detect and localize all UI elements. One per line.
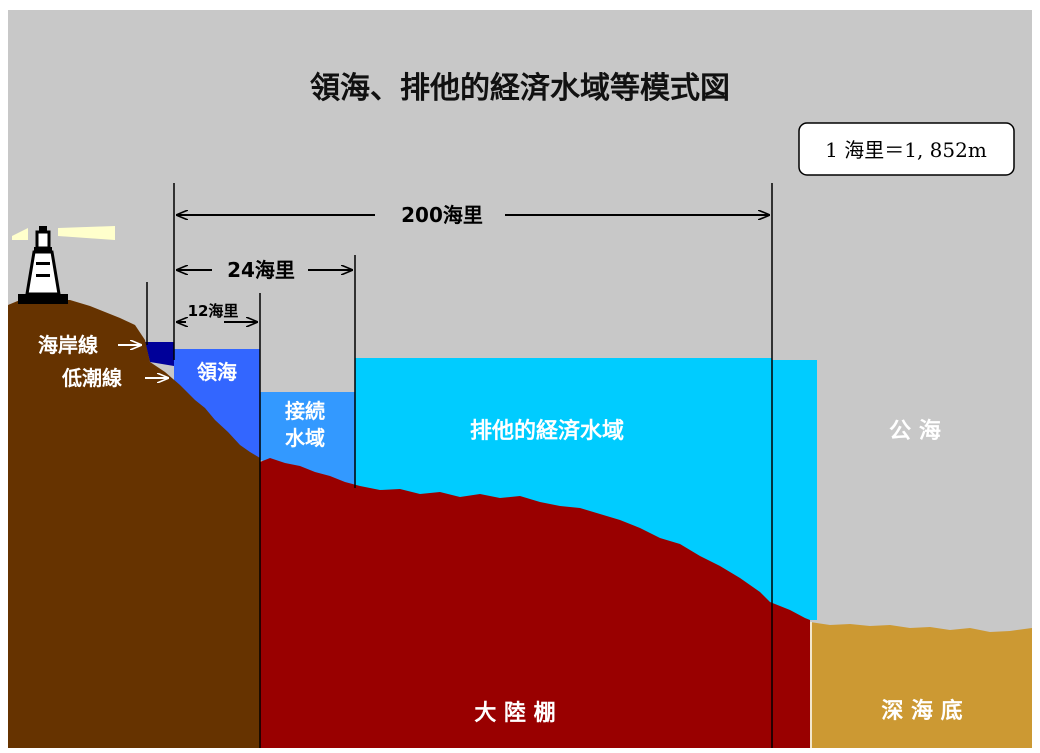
territorial-sea-water xyxy=(174,349,260,460)
coast-water xyxy=(145,342,174,366)
continental-shelf-label: 大 陸 棚 xyxy=(474,700,555,726)
low-tide-line-label: 低潮線 xyxy=(61,366,122,390)
unit-note-text: 1 海里＝1, 852m xyxy=(825,138,987,162)
unit-note-box xyxy=(798,122,1015,176)
territorial-sea-label: 領海 xyxy=(197,360,237,384)
land-mass xyxy=(8,300,260,748)
high-seas-label: 公 海 xyxy=(889,418,941,444)
eez-label: 排他的経済水域 xyxy=(470,418,624,444)
lighthouse-icon xyxy=(12,226,115,304)
contiguous-zone-label-line1: 接続 xyxy=(285,399,325,423)
deep-seabed xyxy=(810,622,1032,748)
contiguous-zone-label-line2: 水域 xyxy=(285,426,325,450)
continental-shelf xyxy=(260,458,810,748)
eez-tail-water xyxy=(772,360,817,620)
span-200-label: 200海里 xyxy=(401,203,483,227)
span-24-label: 24海里 xyxy=(227,258,295,282)
coastline-label: 海岸線 xyxy=(38,333,98,357)
span-12-label: 12海里 xyxy=(188,302,239,320)
deep-seabed-label: 深 海 底 xyxy=(881,698,962,724)
diagram-title: 領海、排他的経済水域等模式図 xyxy=(310,71,730,106)
